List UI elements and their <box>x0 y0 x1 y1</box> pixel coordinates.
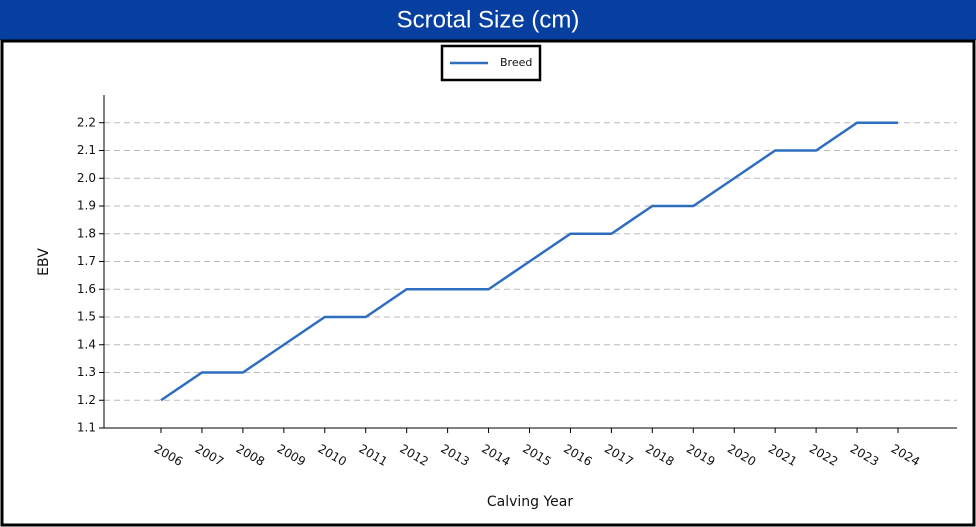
legend-label: Breed <box>500 56 532 69</box>
y-tick-label: 1.6 <box>77 282 96 296</box>
series-line <box>160 121 898 402</box>
y-tick-label: 2.2 <box>77 115 96 129</box>
y-tick-label: 1.1 <box>77 421 96 435</box>
y-axis-label: EBV <box>36 248 52 276</box>
y-tick-label: 1.7 <box>77 254 96 268</box>
y-tick-label: 2.0 <box>77 171 96 185</box>
chart-title: Scrotal Size (cm) <box>397 6 580 33</box>
title-bar <box>0 0 976 40</box>
y-tick-label: 2.1 <box>77 143 96 157</box>
y-tick-label: 1.9 <box>77 199 96 213</box>
y-tick-label: 1.2 <box>77 393 96 407</box>
chart-frame <box>0 39 976 527</box>
y-tick-label: 1.5 <box>77 310 96 324</box>
y-tick-label: 1.8 <box>77 226 96 240</box>
y-tick-label: 1.4 <box>77 337 96 351</box>
y-tick-label: 1.3 <box>77 365 96 379</box>
x-axis-label: Calving Year <box>487 494 574 510</box>
